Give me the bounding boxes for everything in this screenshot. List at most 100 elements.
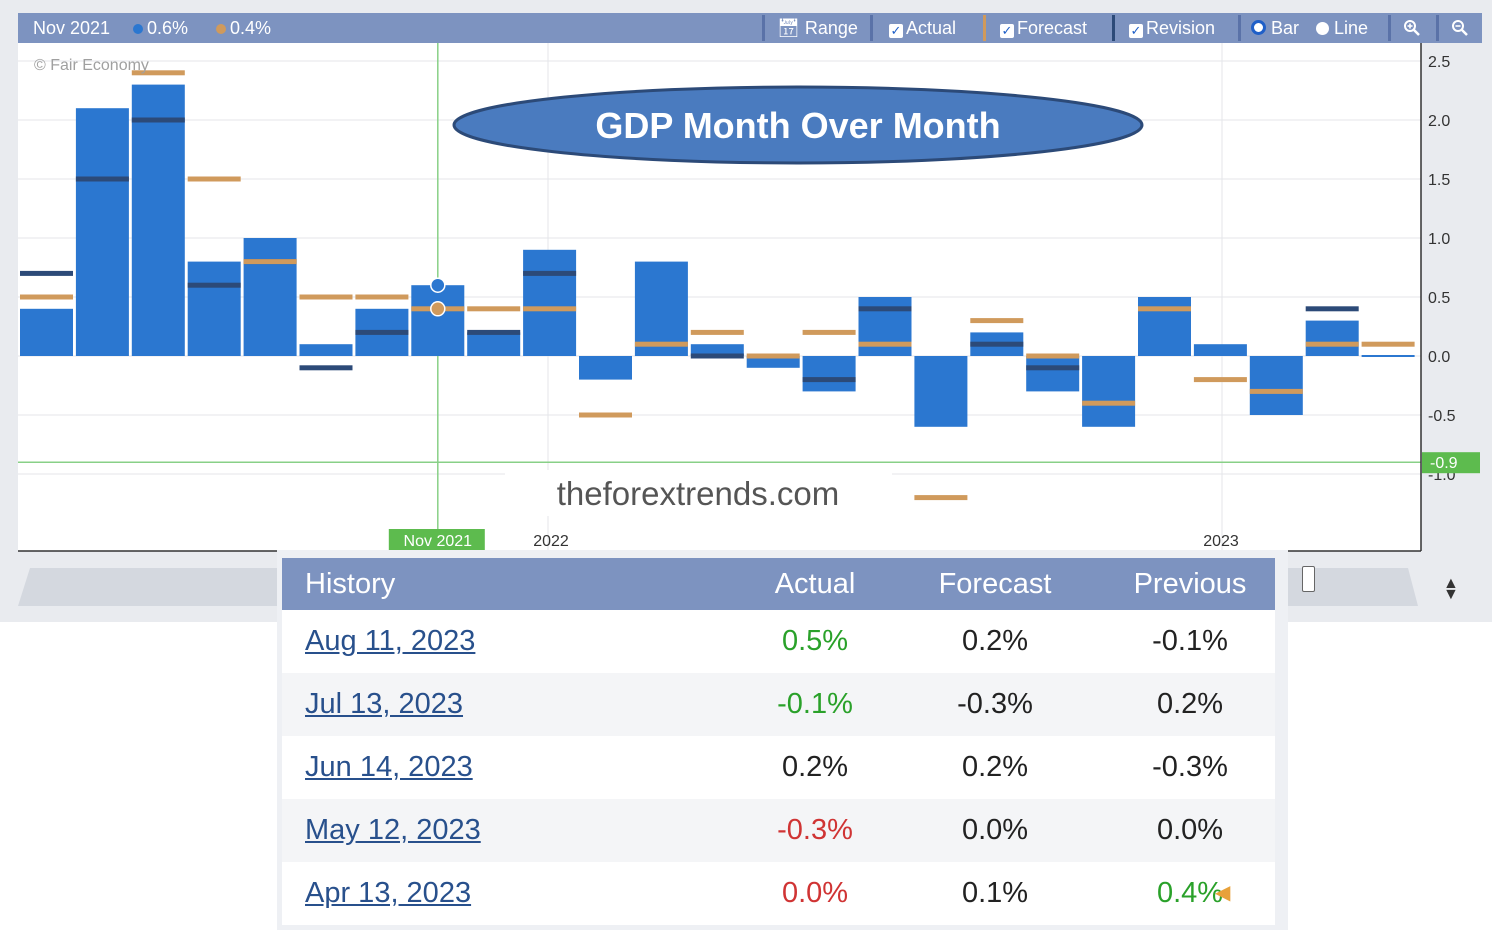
forecast-value: 0.2% [961,751,1029,783]
release-date-link[interactable]: May 12, 2023 [305,814,481,846]
actual-bar [746,356,800,368]
forecast-toggle-label: Forecast [1017,18,1088,38]
y-tick-label: 0.0 [1428,349,1450,366]
forecast-toggle[interactable]: ✓ Forecast [1000,13,1087,43]
line-mode-radio[interactable]: Line [1316,13,1368,43]
forecast-readout-value: 0.4% [230,18,272,38]
y-tick-label: 1.0 [1428,231,1450,248]
forecast-dot-icon [216,24,226,34]
release-date-link[interactable]: Jul 13, 2023 [305,688,464,720]
actual-bar [579,356,632,380]
range-button[interactable]: 📅︎ Range [777,13,858,43]
radio-selected-icon [1251,20,1266,35]
crosshair-value-label: -0.9 [1430,455,1458,472]
actual-toggle[interactable]: ✓ Actual [889,13,956,43]
actual-bar [1249,356,1303,415]
previous-value: 0.0% [1156,814,1224,846]
crosshair-value-badge [1422,452,1480,474]
bar-mode-label: Bar [1271,18,1300,38]
scroll-handle[interactable] [1302,566,1315,592]
revision-marker [802,377,856,383]
sort-arrows-icon[interactable]: ▲ ▼ [1443,575,1459,603]
revision-toggle[interactable]: ✓ Revision [1129,13,1215,43]
actual-bar [75,108,129,356]
toolbar-actual-readout: 0.6% [133,13,188,43]
forecast-marker [1082,400,1136,406]
actual-bar [243,238,297,356]
chart-title: GDP Month Over Month [595,105,1000,146]
forecast-marker [243,259,297,265]
forecast-marker [802,329,856,335]
bar-mode-radio[interactable]: Bar [1251,13,1299,43]
actual-bar [1138,297,1191,356]
header-actual: Actual [774,568,856,600]
chart-title-ellipse [452,85,1144,165]
forecast-value: 0.0% [961,814,1029,846]
chart-panel: 2.5 2.0 1.5 1.0 0.5 0.0 -0.5 -1.0 2022 2023 -0.9 N… [0,0,1492,622]
forecast-marker [1026,353,1080,359]
forecast-marker [746,353,800,359]
forecast-value: 0.1% [961,877,1029,909]
toolbar-date: Nov 2021 [33,18,111,38]
revision-toggle-label: Revision [1146,18,1216,38]
checkbox-checked-icon: ✓ [1000,23,1014,38]
forecast-marker [467,306,521,312]
table-row: May 12, 2023 -0.3% 0.0% 0.0% [282,799,1275,862]
revision-marker [1305,306,1359,312]
forecast-marker [914,495,968,501]
actual-bar [1026,356,1080,392]
release-date-link[interactable]: Apr 13, 2023 [305,877,472,909]
header-previous: Previous [1133,568,1247,600]
forecast-marker [523,306,577,312]
table-row: Jul 13, 2023 -0.1% -0.3% 0.2% [282,673,1275,736]
header-history: History [305,568,396,600]
header-forecast: Forecast [938,568,1052,600]
actual-bar [411,285,465,356]
checkbox-checked-icon: ✓ [889,23,903,38]
revision-marker [299,365,353,371]
forecast-value: 0.2% [961,625,1029,657]
y-tick-label: 2.5 [1428,54,1450,71]
radio-unselected-icon [1316,22,1329,35]
actual-bar [131,84,185,356]
table-row: Jun 14, 2023 0.2% 0.2% -0.3% [282,736,1275,799]
forecast-marker [970,318,1024,324]
copyright-text: © Fair Economy [34,57,149,74]
actual-bar [187,261,241,356]
revision-marker [355,329,409,335]
forecast-marker [1249,388,1303,394]
y-tick-label: 0.5 [1428,290,1450,307]
forecast-marker [1193,377,1247,383]
forecast-hover-point [430,301,446,317]
zoom-in-icon [1404,20,1420,36]
actual-bar [1193,344,1247,356]
y-tick-label: 2.0 [1428,113,1450,130]
y-tick-label: -0.5 [1428,408,1456,425]
actual-toggle-label: Actual [906,18,957,38]
revision-marker [858,306,912,312]
history-table: History Actual Forecast Previous Aug 11,… [277,550,1288,930]
revision-marker [131,117,185,123]
revision-marker [187,282,241,288]
range-label: Range [804,18,858,38]
actual-bar [299,344,353,356]
forecast-marker [1138,306,1191,312]
checkbox-checked-icon: ✓ [1129,23,1143,38]
table-row: Aug 11, 2023 0.5% 0.2% -0.1% [282,610,1275,673]
actual-bar [690,344,744,356]
release-date-link[interactable]: Jun 14, 2023 [305,751,473,783]
actual-value: -0.1% [777,688,853,720]
previous-value: -0.3% [1152,751,1228,783]
revision-marker [970,341,1024,347]
actual-bar [634,261,688,356]
release-date-link[interactable]: Aug 11, 2023 [305,625,476,657]
watermark-backdrop [505,470,892,516]
revision-arrow-icon[interactable]: ◀ [1215,882,1231,904]
actual-value: 0.5% [781,625,849,657]
zoom-out-button[interactable] [1451,13,1469,43]
zoom-in-button[interactable] [1403,13,1421,43]
actual-value: 0.2% [781,751,849,783]
previous-value: 0.2% [1156,688,1224,720]
revision-marker [75,176,129,182]
previous-value: -0.1% [1152,625,1228,657]
